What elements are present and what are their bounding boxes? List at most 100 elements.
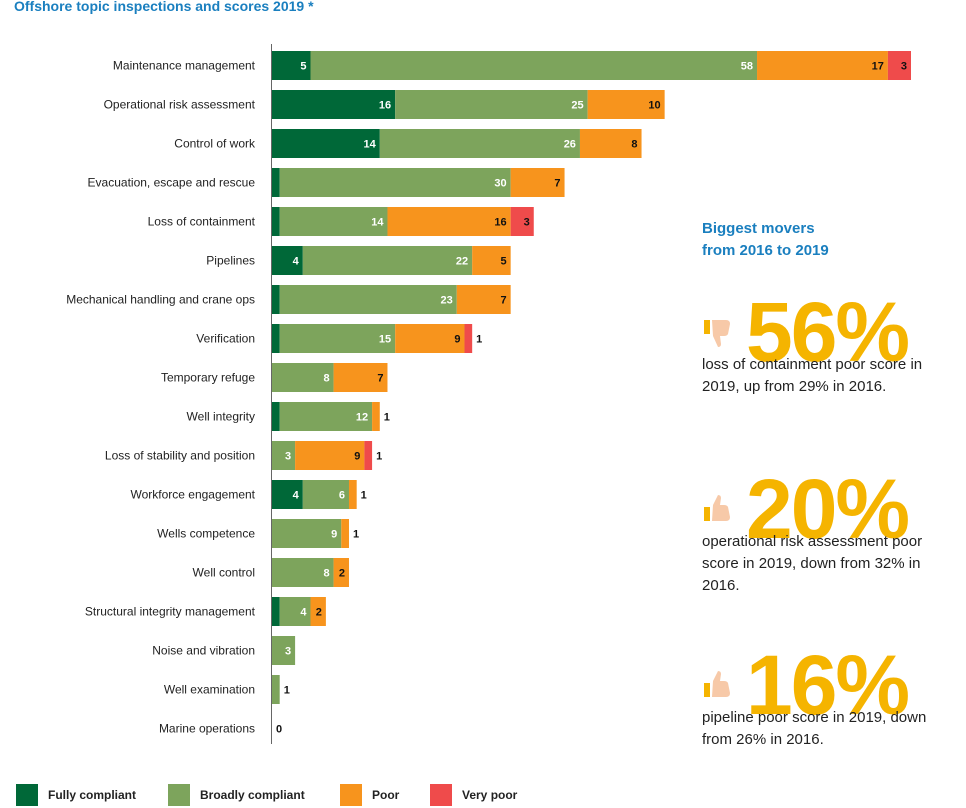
bar-segment [302, 480, 349, 509]
movers-title: Biggest movers from 2016 to 2019 [702, 218, 922, 262]
thumbs-up-icon [704, 495, 730, 521]
bar-segment [364, 441, 373, 470]
data-label: 16 [379, 100, 391, 112]
bar-segment [272, 129, 380, 158]
bar-segment [272, 441, 296, 470]
bar-segment [272, 636, 296, 665]
data-label: 9 [331, 529, 337, 541]
bar-segment [456, 285, 511, 314]
bar-row: Well control 8 2 [193, 558, 349, 587]
data-label: 14 [364, 139, 377, 151]
bar-segment [279, 207, 388, 236]
data-label: 9 [354, 451, 360, 463]
data-label: 0 [276, 724, 282, 736]
bar-row: Well examination 1 [164, 675, 290, 704]
data-label: 4 [300, 607, 307, 619]
category-label: Well control [193, 566, 255, 580]
bar-segment [348, 480, 357, 509]
bar-segment [279, 285, 457, 314]
bar-row: Loss of stability and position 3 9 1 [105, 441, 382, 470]
mover-2-value: 20% [746, 462, 910, 556]
bar-segment [510, 168, 565, 197]
bar-segment [279, 597, 311, 626]
data-label: 22 [456, 256, 468, 268]
bar-row: Verification11591 [196, 324, 482, 353]
category-label: Noise and vibration [152, 644, 255, 658]
data-label: 26 [564, 139, 576, 151]
legend-label: Poor [372, 788, 400, 802]
data-label: 9 [454, 334, 460, 346]
bar-segment [341, 519, 349, 548]
data-label: 1 [476, 334, 482, 346]
category-label: Structural integrity management [85, 605, 256, 619]
bar-segment [379, 129, 580, 158]
legend-item: Fully compliant [16, 784, 168, 806]
data-label: 58 [741, 61, 753, 73]
mover-1-desc: loss of containment poor score in 2019, … [702, 356, 923, 395]
category-label: Loss of stability and position [105, 449, 255, 463]
bar-row: Temporary refuge 8 7 [161, 363, 388, 392]
data-label: 8 [323, 373, 329, 385]
thumbs-up-icon [704, 671, 730, 697]
legend: Fully compliant Broadly compliant Poor Very… [16, 784, 540, 806]
category-label: Workforce engagement [130, 488, 255, 502]
bar-segment [272, 285, 280, 314]
bar-segment [272, 558, 334, 587]
data-label: 7 [377, 373, 383, 385]
chart-title: Offshore topic inspections and scores 20… [14, 0, 314, 14]
data-label: 8 [631, 139, 637, 151]
bar-segment [279, 402, 373, 431]
category-label: Maintenance management [113, 59, 256, 73]
bar-segment [272, 363, 334, 392]
data-label: 2 [316, 607, 322, 619]
bar-segment [272, 597, 280, 626]
bar-row: Noise and vibration 3 [152, 636, 296, 665]
data-label: 1 [376, 451, 382, 463]
bar-segment [395, 324, 465, 353]
data-label: 7 [554, 178, 560, 190]
data-label: 23 [441, 295, 453, 307]
bar-row: Structural integrity management142 [85, 597, 326, 626]
bar-row: Evacuation, escape and rescue1307 [88, 168, 565, 197]
bar-segment [279, 168, 511, 197]
category-label: Pipelines [206, 254, 255, 268]
category-label: Control of work [174, 137, 256, 151]
category-label: Marine operations [159, 722, 255, 736]
bar-segment [279, 324, 396, 353]
bar-row: Marine operations 0 [159, 722, 282, 736]
legend-label: Broadly compliant [200, 788, 305, 802]
data-label: 7 [501, 295, 507, 307]
legend-swatch [168, 784, 190, 806]
category-label: Evacuation, escape and rescue [88, 176, 256, 190]
data-label: 10 [648, 100, 660, 112]
data-label: 6 [339, 490, 345, 502]
bar-segment [757, 51, 888, 80]
data-label: 1 [361, 490, 367, 502]
bar-segment [472, 246, 511, 275]
bar-row: Operational risk assessment 16 25 10 [104, 90, 665, 119]
bar-segment [333, 558, 349, 587]
bar-row: Mechanical handling and crane ops1237 [66, 285, 511, 314]
bar-segment [333, 363, 388, 392]
bar-row: Workforce engagement 4 6 1 [130, 480, 367, 509]
bar-segment [310, 597, 326, 626]
bar-segment [272, 519, 342, 548]
legend-swatch [340, 784, 362, 806]
data-label: 15 [379, 334, 391, 346]
bar-row: Loss of containment114163 [148, 207, 534, 236]
bar-segment [464, 324, 473, 353]
data-label: 17 [872, 61, 884, 73]
data-label: 5 [300, 61, 306, 73]
category-label: Well integrity [187, 410, 255, 424]
data-label: 2 [339, 568, 345, 580]
data-label: 3 [285, 646, 291, 658]
data-label: 4 [293, 256, 300, 268]
bar-segment [272, 207, 280, 236]
thumbs-down-icon [704, 320, 730, 347]
data-label: 1 [384, 412, 390, 424]
category-label: Operational risk assessment [104, 98, 256, 112]
bar-row: Control of work 14 26 8 [174, 129, 642, 158]
data-label: 1 [353, 529, 359, 541]
movers-title-line2: from 2016 to 2019 [702, 242, 829, 259]
bar-segment [272, 480, 303, 509]
